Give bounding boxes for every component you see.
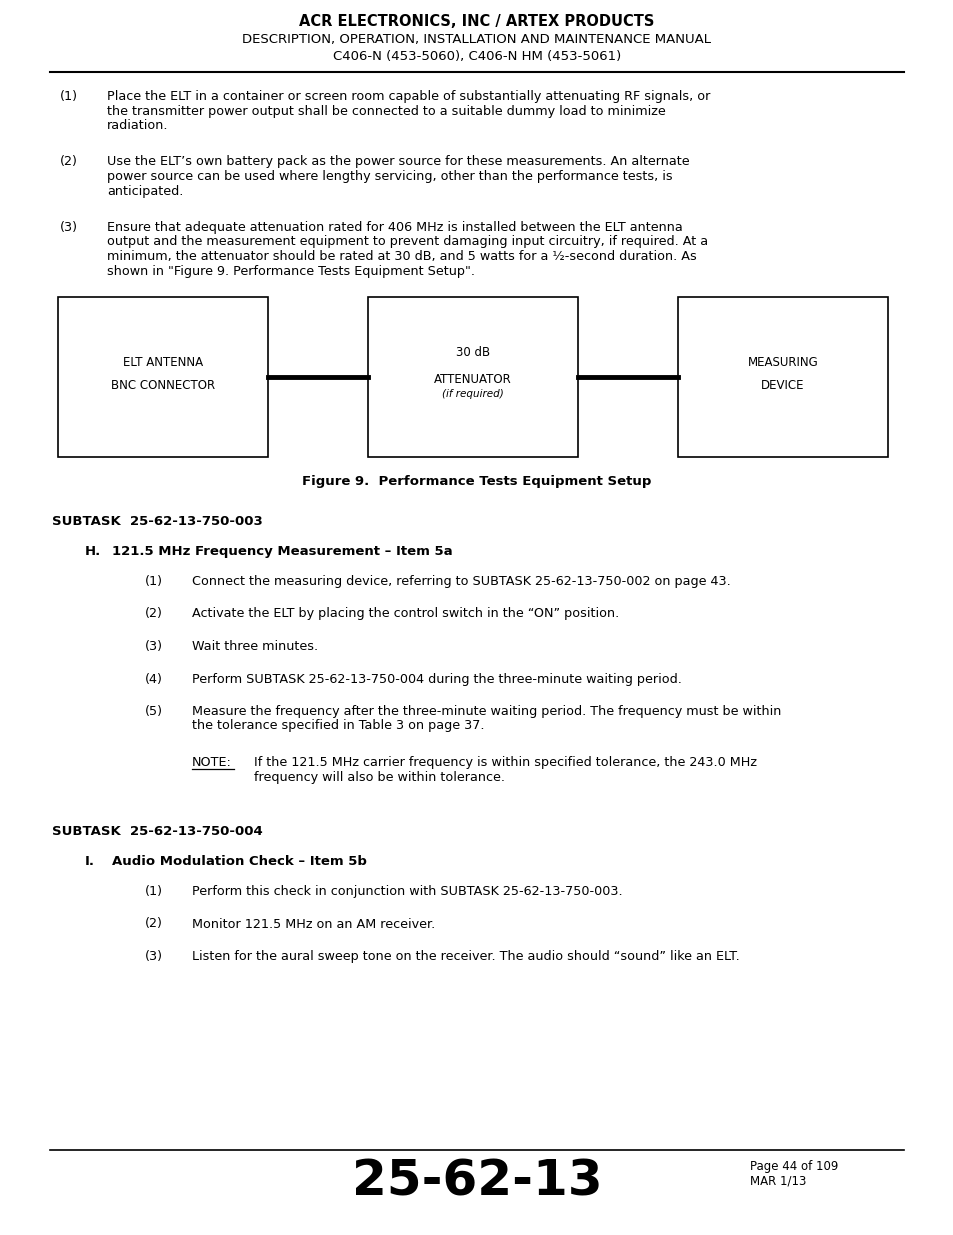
Text: Activate the ELT by placing the control switch in the “ON” position.: Activate the ELT by placing the control … — [192, 608, 618, 620]
Text: 25-62-13: 25-62-13 — [352, 1158, 601, 1207]
Text: SUBTASK  25-62-13-750-003: SUBTASK 25-62-13-750-003 — [52, 515, 262, 529]
Text: DEVICE: DEVICE — [760, 379, 804, 391]
Text: minimum, the attenuator should be rated at 30 dB, and 5 watts for a ½-second dur: minimum, the attenuator should be rated … — [107, 249, 696, 263]
Text: (3): (3) — [145, 640, 163, 653]
Text: NOTE:: NOTE: — [192, 756, 232, 769]
Text: I.: I. — [85, 855, 95, 868]
Text: Use the ELT’s own battery pack as the power source for these measurements. An al: Use the ELT’s own battery pack as the po… — [107, 156, 689, 168]
Text: frequency will also be within tolerance.: frequency will also be within tolerance. — [253, 771, 504, 783]
Text: SUBTASK  25-62-13-750-004: SUBTASK 25-62-13-750-004 — [52, 825, 262, 839]
Text: 121.5 MHz Frequency Measurement – Item 5a: 121.5 MHz Frequency Measurement – Item 5… — [112, 545, 452, 558]
Text: Wait three minutes.: Wait three minutes. — [192, 640, 317, 653]
Text: If the 121.5 MHz carrier frequency is within specified tolerance, the 243.0 MHz: If the 121.5 MHz carrier frequency is wi… — [253, 756, 757, 769]
Bar — [368, 296, 578, 457]
Text: ELT ANTENNA: ELT ANTENNA — [123, 356, 203, 369]
Text: output and the measurement equipment to prevent damaging input circuitry, if req: output and the measurement equipment to … — [107, 236, 707, 248]
Text: (3): (3) — [145, 950, 163, 963]
Text: (1): (1) — [145, 576, 163, 588]
Text: (2): (2) — [145, 608, 163, 620]
Text: radiation.: radiation. — [107, 119, 169, 132]
Text: (1): (1) — [145, 885, 163, 898]
Text: MEASURING: MEASURING — [747, 356, 818, 369]
Text: Page 44 of 109: Page 44 of 109 — [749, 1160, 838, 1173]
Text: (5): (5) — [145, 705, 163, 718]
Text: C406-N (453-5060), C406-N HM (453-5061): C406-N (453-5060), C406-N HM (453-5061) — [333, 49, 620, 63]
Text: power source can be used where lengthy servicing, other than the performance tes: power source can be used where lengthy s… — [107, 170, 672, 183]
Text: Connect the measuring device, referring to SUBTASK 25-62-13-750-002 on page 43.: Connect the measuring device, referring … — [192, 576, 730, 588]
Text: (2): (2) — [60, 156, 78, 168]
Text: Perform this check in conjunction with SUBTASK 25-62-13-750-003.: Perform this check in conjunction with S… — [192, 885, 622, 898]
Text: Place the ELT in a container or screen room capable of substantially attenuating: Place the ELT in a container or screen r… — [107, 90, 710, 103]
Text: MAR 1/13: MAR 1/13 — [749, 1174, 805, 1187]
Text: Measure the frequency after the three-minute waiting period. The frequency must : Measure the frequency after the three-mi… — [192, 705, 781, 718]
Text: BNC CONNECTOR: BNC CONNECTOR — [111, 379, 214, 391]
Text: (3): (3) — [60, 221, 78, 233]
Text: Ensure that adequate attenuation rated for 406 MHz is installed between the ELT : Ensure that adequate attenuation rated f… — [107, 221, 682, 233]
Text: 30 dB: 30 dB — [456, 346, 490, 359]
Text: Listen for the aural sweep tone on the receiver. The audio should “sound” like a: Listen for the aural sweep tone on the r… — [192, 950, 739, 963]
Text: (2): (2) — [145, 918, 163, 930]
Text: ACR ELECTRONICS, INC / ARTEX PRODUCTS: ACR ELECTRONICS, INC / ARTEX PRODUCTS — [299, 14, 654, 28]
Text: Audio Modulation Check – Item 5b: Audio Modulation Check – Item 5b — [112, 855, 367, 868]
Text: (1): (1) — [60, 90, 78, 103]
Text: Monitor 121.5 MHz on an AM receiver.: Monitor 121.5 MHz on an AM receiver. — [192, 918, 435, 930]
Text: Perform SUBTASK 25-62-13-750-004 during the three-minute waiting period.: Perform SUBTASK 25-62-13-750-004 during … — [192, 673, 681, 685]
Text: shown in "Figure 9. Performance Tests Equipment Setup".: shown in "Figure 9. Performance Tests Eq… — [107, 264, 475, 278]
Text: Figure 9.  Performance Tests Equipment Setup: Figure 9. Performance Tests Equipment Se… — [302, 475, 651, 488]
Text: the tolerance specified in Table 3 on page 37.: the tolerance specified in Table 3 on pa… — [192, 720, 484, 732]
Text: H.: H. — [85, 545, 101, 558]
Bar — [678, 296, 887, 457]
Text: DESCRIPTION, OPERATION, INSTALLATION AND MAINTENANCE MANUAL: DESCRIPTION, OPERATION, INSTALLATION AND… — [242, 33, 711, 46]
Bar — [58, 296, 268, 457]
Text: ATTENUATOR: ATTENUATOR — [434, 373, 512, 387]
Text: (4): (4) — [145, 673, 163, 685]
Text: the transmitter power output shall be connected to a suitable dummy load to mini: the transmitter power output shall be co… — [107, 105, 665, 117]
Text: anticipated.: anticipated. — [107, 184, 183, 198]
Text: (if required): (if required) — [441, 389, 503, 399]
